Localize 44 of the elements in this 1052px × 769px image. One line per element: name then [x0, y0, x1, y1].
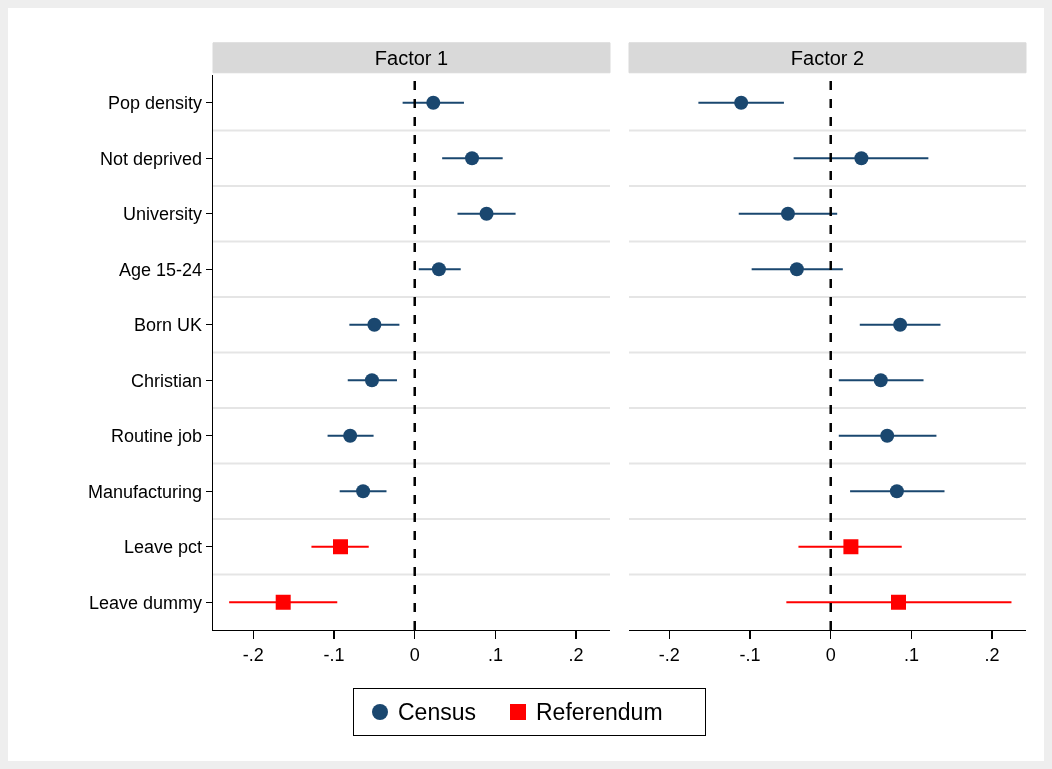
x-tick-label: 0 — [825, 644, 836, 665]
point — [343, 428, 358, 443]
x-tick-label: .2 — [984, 644, 1000, 665]
y-tick-label: Christian — [131, 370, 203, 391]
x-tick-label: -.2 — [658, 644, 680, 665]
x-tick-label: .1 — [903, 644, 919, 665]
legend-label: Census — [398, 698, 476, 726]
point — [356, 484, 371, 499]
y-tick-label: Routine job — [111, 426, 203, 447]
point — [843, 539, 859, 555]
point — [364, 373, 379, 388]
point — [789, 262, 804, 277]
point — [367, 317, 382, 332]
y-tick-label: Born UK — [134, 315, 203, 336]
y-tick-label: Not deprived — [100, 148, 203, 169]
x-tick-label: .1 — [487, 644, 503, 665]
point — [479, 206, 494, 221]
x-tick-label: -.1 — [323, 644, 345, 665]
point — [426, 95, 441, 110]
point — [465, 151, 480, 166]
point — [891, 594, 907, 610]
point — [854, 151, 869, 166]
y-tick-label: Age 15-24 — [119, 259, 203, 280]
chart-title: Factor 1 — [374, 47, 449, 69]
y-tick-label: Pop density — [108, 93, 203, 114]
y-tick-label: University — [123, 204, 203, 225]
y-tick-label: Leave dummy — [89, 592, 203, 613]
x-tick-label: -.2 — [242, 644, 264, 665]
x-tick-label: .2 — [568, 644, 584, 665]
point — [893, 317, 908, 332]
point — [880, 428, 895, 443]
x-tick-label: -.1 — [739, 644, 761, 665]
point — [431, 262, 446, 277]
point — [780, 206, 795, 221]
point — [332, 539, 348, 555]
point — [734, 95, 749, 110]
point — [889, 484, 904, 499]
x-tick-label: 0 — [409, 644, 420, 665]
y-tick-label: Leave pct — [124, 537, 203, 558]
point — [275, 594, 291, 610]
legend-label: Referendum — [535, 698, 663, 726]
chart-title: Factor 2 — [790, 47, 865, 69]
point — [873, 373, 888, 388]
y-tick-label: Manufacturing — [88, 481, 203, 502]
